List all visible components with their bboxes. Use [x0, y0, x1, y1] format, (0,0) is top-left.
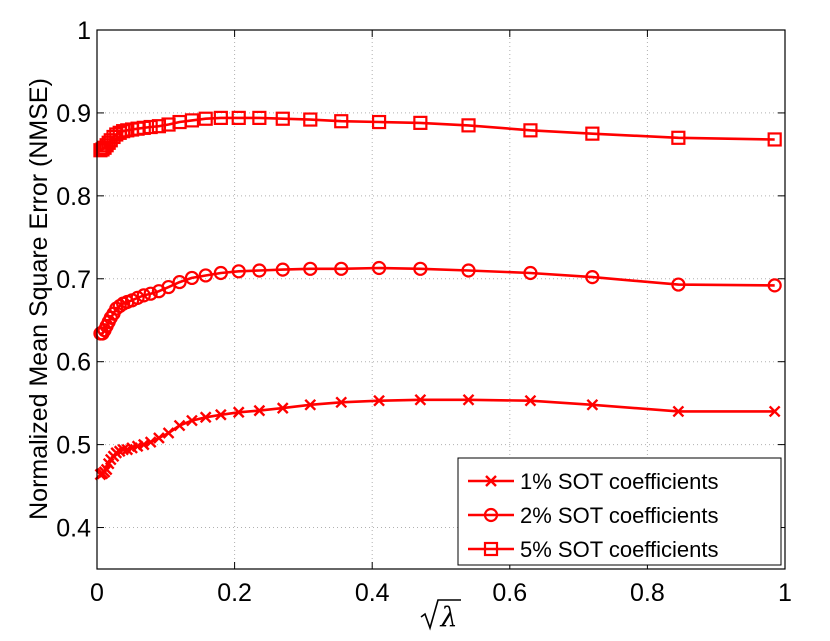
data-point — [767, 278, 782, 293]
data-point — [143, 286, 158, 301]
y-tick-labels: 0.4 0.5 0.6 0.7 0.8 0.9 1 — [56, 17, 91, 543]
data-point — [585, 270, 600, 285]
data-point — [671, 130, 686, 145]
data-point — [373, 394, 385, 407]
data-point — [136, 288, 151, 303]
data-point — [586, 398, 599, 411]
x-tick-label: 1 — [778, 579, 792, 607]
y-tick-label: 0.5 — [56, 432, 91, 460]
data-point — [231, 110, 246, 125]
legend-label: 2% SOT coefficients — [520, 503, 719, 528]
data-point — [137, 438, 150, 451]
data-point — [524, 394, 537, 407]
grid — [97, 30, 785, 569]
data-point — [252, 263, 267, 278]
data-point — [184, 270, 200, 286]
data-point — [767, 132, 782, 147]
x-tick-label: 0.6 — [492, 579, 527, 607]
data-point — [371, 114, 387, 130]
x-tick-label: 0 — [90, 579, 104, 607]
legend-label: 1% SOT coefficients — [520, 469, 719, 494]
y-tick-label: 1 — [77, 17, 91, 45]
x-tick-label: 0.4 — [355, 579, 390, 607]
data-point — [173, 419, 186, 432]
ticks — [96, 29, 786, 569]
data-point — [130, 290, 145, 305]
legend-entry: 5% SOT coefficients — [468, 537, 719, 562]
data-point — [232, 406, 245, 419]
data-point — [198, 268, 213, 283]
x-tick-labels: 0 0.2 0.4 0.6 0.8 1 — [90, 579, 792, 607]
data-point — [768, 405, 781, 418]
legend-box — [457, 457, 782, 566]
data-point — [413, 115, 428, 130]
data-point — [213, 110, 228, 125]
data-point — [523, 265, 538, 281]
data-point — [198, 111, 213, 126]
data-point — [214, 408, 227, 421]
legend-swatch-marker — [483, 541, 499, 557]
y-tick-label: 0.8 — [56, 183, 91, 211]
legend-entry: 1% SOT coefficients — [468, 469, 719, 494]
y-axis-title: Normalized Mean Square Error (NMSE) — [25, 78, 53, 520]
data-point — [143, 119, 158, 135]
series-x — [94, 393, 781, 481]
x-axis-title-radical — [420, 599, 461, 631]
data-point — [334, 261, 349, 276]
data-point — [585, 126, 600, 141]
legend: 1% SOT coefficients 2% SOT coefficients 5%… — [457, 457, 782, 566]
data-point — [414, 393, 427, 406]
y-tick-label: 0.9 — [56, 100, 91, 128]
data-point — [371, 260, 387, 276]
data-point — [304, 398, 317, 411]
data-point — [231, 264, 246, 279]
data-point — [275, 111, 290, 126]
data-point — [117, 443, 129, 456]
x-tick-label: 0.8 — [630, 579, 665, 607]
data-point — [144, 436, 157, 448]
x-tick-label: 0.2 — [217, 579, 252, 607]
legend-label: 5% SOT coefficients — [520, 537, 719, 562]
legend-entry: 2% SOT coefficients — [468, 503, 719, 528]
y-tick-label: 0.7 — [56, 266, 91, 294]
data-point — [252, 110, 267, 125]
data-point — [199, 411, 212, 424]
data-point — [671, 277, 686, 292]
y-tick-label: 0.4 — [56, 515, 91, 543]
data-point — [335, 396, 348, 409]
data-point — [184, 113, 200, 128]
data-point — [303, 112, 318, 127]
data-point — [413, 261, 428, 276]
data-point — [276, 402, 289, 414]
data-point — [461, 118, 476, 133]
x-axis-title-symbol: λ — [439, 602, 457, 633]
y-tick-label: 0.6 — [56, 349, 91, 377]
data-point — [253, 404, 266, 417]
data-point — [303, 261, 318, 276]
data-point — [462, 393, 475, 406]
data-point — [213, 265, 228, 281]
legend-swatch-marker — [483, 507, 499, 523]
data-point — [334, 114, 349, 129]
data-point — [153, 432, 165, 444]
data-point — [162, 427, 175, 439]
plot-frame — [96, 29, 786, 570]
data-point — [151, 119, 167, 134]
data-point — [523, 123, 538, 138]
data-point — [172, 274, 187, 290]
data-point — [461, 263, 476, 278]
data-point — [275, 262, 290, 277]
legend-swatch-marker — [485, 475, 497, 487]
data-point — [672, 405, 685, 418]
data-point — [186, 414, 198, 427]
